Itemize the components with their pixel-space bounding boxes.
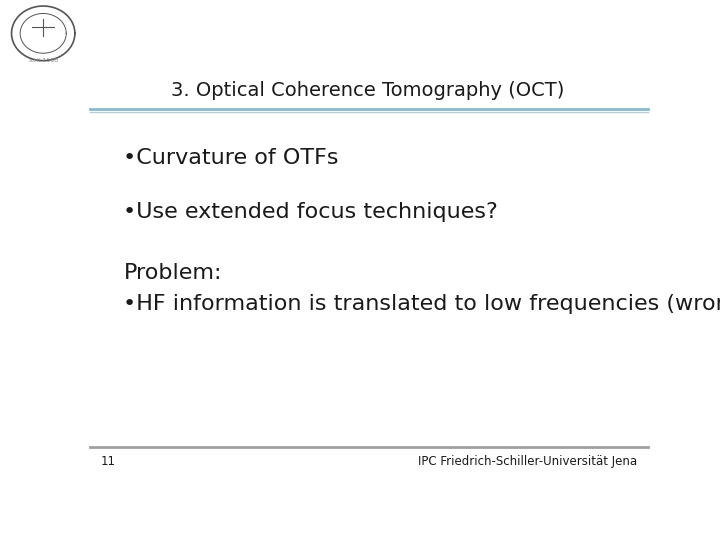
Text: 3. Optical Coherence Tomography (OCT): 3. Optical Coherence Tomography (OCT) — [171, 81, 564, 100]
Text: •HF information is translated to low frequencies (wrong): •HF information is translated to low fre… — [124, 294, 720, 314]
Text: IPC Friedrich-Schiller-Universität Jena: IPC Friedrich-Schiller-Universität Jena — [418, 455, 637, 468]
Text: •Curvature of OTFs: •Curvature of OTFs — [124, 148, 339, 168]
Text: acit 1558: acit 1558 — [29, 58, 58, 63]
Text: 11: 11 — [101, 455, 116, 468]
Text: Problem:: Problem: — [124, 262, 222, 283]
Text: •Use extended focus techniques?: •Use extended focus techniques? — [124, 202, 498, 222]
